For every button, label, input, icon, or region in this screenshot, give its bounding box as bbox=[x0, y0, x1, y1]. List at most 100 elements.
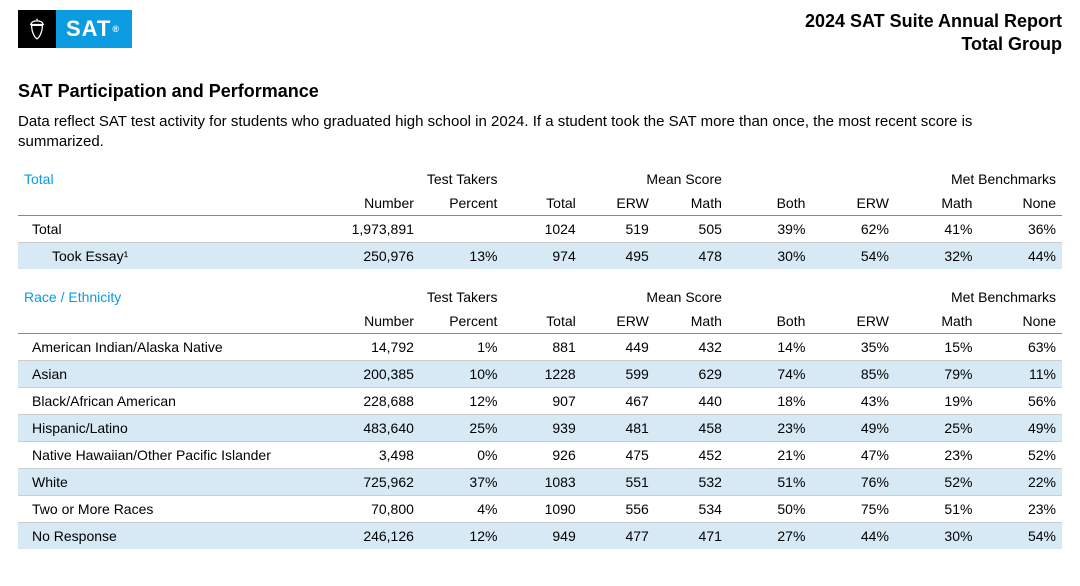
cell-b_erw: 35% bbox=[811, 333, 895, 360]
cell-none: 36% bbox=[978, 215, 1062, 242]
cell-math: 629 bbox=[655, 360, 728, 387]
sub-header-b_math: Math bbox=[895, 191, 979, 216]
data-table: TotalTest TakersMean ScoreMet Benchmarks… bbox=[18, 167, 1062, 269]
cell-none: 23% bbox=[978, 495, 1062, 522]
cell-percent bbox=[420, 215, 504, 242]
cell-math: 471 bbox=[655, 522, 728, 549]
cell-both: 18% bbox=[728, 387, 812, 414]
col-group-testtakers: Test Takers bbox=[331, 285, 503, 309]
sub-header-math: Math bbox=[655, 191, 728, 216]
cell-none: 52% bbox=[978, 441, 1062, 468]
sat-logo: SAT® bbox=[18, 10, 132, 48]
cell-percent: 1% bbox=[420, 333, 504, 360]
cell-total: 926 bbox=[503, 441, 581, 468]
cell-both: 23% bbox=[728, 414, 812, 441]
sub-header-blank bbox=[18, 191, 331, 216]
cell-percent: 4% bbox=[420, 495, 504, 522]
col-group-benchmarks: Met Benchmarks bbox=[728, 285, 1062, 309]
cell-total: 939 bbox=[503, 414, 581, 441]
cell-math: 458 bbox=[655, 414, 728, 441]
cell-percent: 10% bbox=[420, 360, 504, 387]
sat-wordmark: SAT® bbox=[56, 10, 132, 48]
sub-header-number: Number bbox=[331, 309, 420, 334]
sub-header-none: None bbox=[978, 309, 1062, 334]
cell-erw: 449 bbox=[582, 333, 655, 360]
cell-erw: 481 bbox=[582, 414, 655, 441]
cell-both: 14% bbox=[728, 333, 812, 360]
cell-b_math: 41% bbox=[895, 215, 979, 242]
sub-header-none: None bbox=[978, 191, 1062, 216]
cell-b_erw: 47% bbox=[811, 441, 895, 468]
table-row: Native Hawaiian/Other Pacific Islander3,… bbox=[18, 441, 1062, 468]
row-label: No Response bbox=[18, 522, 331, 549]
cell-none: 49% bbox=[978, 414, 1062, 441]
cell-both: 74% bbox=[728, 360, 812, 387]
cell-b_math: 52% bbox=[895, 468, 979, 495]
row-label: Asian bbox=[18, 360, 331, 387]
sub-header-b_math: Math bbox=[895, 309, 979, 334]
cell-total: 907 bbox=[503, 387, 581, 414]
row-label: Took Essay¹ bbox=[18, 242, 331, 269]
page-header: SAT® 2024 SAT Suite Annual Report Total … bbox=[18, 10, 1062, 55]
cell-percent: 37% bbox=[420, 468, 504, 495]
report-title-line2: Total Group bbox=[805, 33, 1062, 56]
cell-math: 505 bbox=[655, 215, 728, 242]
cell-b_math: 30% bbox=[895, 522, 979, 549]
table-row: Asian200,38510%122859962974%85%79%11% bbox=[18, 360, 1062, 387]
col-group-meanscore: Mean Score bbox=[503, 285, 727, 309]
cell-number: 14,792 bbox=[331, 333, 420, 360]
cell-both: 39% bbox=[728, 215, 812, 242]
cell-b_erw: 54% bbox=[811, 242, 895, 269]
sub-header-both: Both bbox=[728, 309, 812, 334]
intro-text: Data reflect SAT test activity for stude… bbox=[18, 112, 1062, 153]
cell-erw: 495 bbox=[582, 242, 655, 269]
page-title: SAT Participation and Performance bbox=[18, 81, 1062, 102]
cell-total: 1090 bbox=[503, 495, 581, 522]
cell-total: 1083 bbox=[503, 468, 581, 495]
cell-b_math: 32% bbox=[895, 242, 979, 269]
cell-math: 432 bbox=[655, 333, 728, 360]
cell-both: 51% bbox=[728, 468, 812, 495]
report-title: 2024 SAT Suite Annual Report Total Group bbox=[805, 10, 1062, 55]
cell-b_math: 19% bbox=[895, 387, 979, 414]
cell-number: 200,385 bbox=[331, 360, 420, 387]
table-row: American Indian/Alaska Native14,7921%881… bbox=[18, 333, 1062, 360]
sub-header-erw: ERW bbox=[582, 309, 655, 334]
cell-b_math: 23% bbox=[895, 441, 979, 468]
row-label: American Indian/Alaska Native bbox=[18, 333, 331, 360]
cell-none: 22% bbox=[978, 468, 1062, 495]
cell-total: 974 bbox=[503, 242, 581, 269]
cell-math: 532 bbox=[655, 468, 728, 495]
cell-erw: 556 bbox=[582, 495, 655, 522]
cell-b_erw: 85% bbox=[811, 360, 895, 387]
cell-b_erw: 43% bbox=[811, 387, 895, 414]
cell-b_erw: 62% bbox=[811, 215, 895, 242]
cell-math: 452 bbox=[655, 441, 728, 468]
cell-b_erw: 76% bbox=[811, 468, 895, 495]
cell-number: 228,688 bbox=[331, 387, 420, 414]
cell-b_erw: 49% bbox=[811, 414, 895, 441]
cell-b_erw: 75% bbox=[811, 495, 895, 522]
section-title: Race / Ethnicity bbox=[18, 285, 331, 309]
row-label: Two or More Races bbox=[18, 495, 331, 522]
cell-none: 11% bbox=[978, 360, 1062, 387]
cell-b_math: 51% bbox=[895, 495, 979, 522]
sub-header-math: Math bbox=[655, 309, 728, 334]
col-group-testtakers: Test Takers bbox=[331, 167, 503, 191]
cell-percent: 13% bbox=[420, 242, 504, 269]
cell-b_math: 15% bbox=[895, 333, 979, 360]
cell-number: 1,973,891 bbox=[331, 215, 420, 242]
table-row: No Response246,12612%94947747127%44%30%5… bbox=[18, 522, 1062, 549]
cell-both: 27% bbox=[728, 522, 812, 549]
sub-header-both: Both bbox=[728, 191, 812, 216]
cell-both: 21% bbox=[728, 441, 812, 468]
cell-erw: 599 bbox=[582, 360, 655, 387]
sub-header-b_erw: ERW bbox=[811, 191, 895, 216]
section-title: Total bbox=[18, 167, 331, 191]
data-table: Race / EthnicityTest TakersMean ScoreMet… bbox=[18, 285, 1062, 549]
cell-percent: 25% bbox=[420, 414, 504, 441]
sub-header-number: Number bbox=[331, 191, 420, 216]
cell-number: 3,498 bbox=[331, 441, 420, 468]
cell-erw: 475 bbox=[582, 441, 655, 468]
cell-percent: 0% bbox=[420, 441, 504, 468]
